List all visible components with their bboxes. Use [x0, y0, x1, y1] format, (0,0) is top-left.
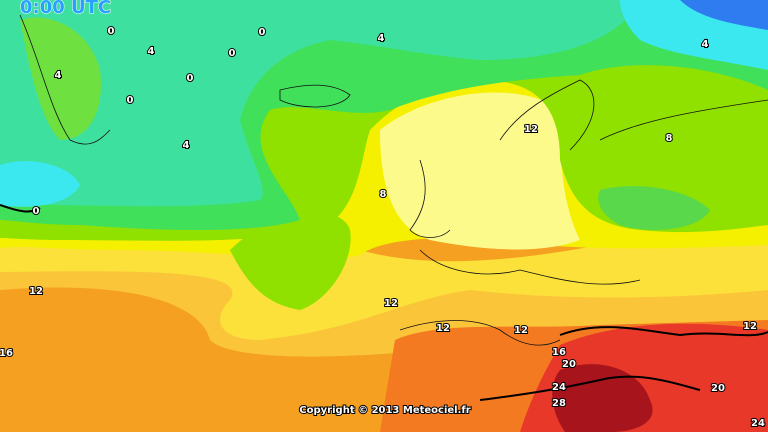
region-green-tongue	[230, 212, 351, 310]
contour-label: 20	[562, 359, 576, 370]
region-green-east	[598, 186, 710, 230]
contour-label: 28	[552, 398, 566, 409]
contour-label: 4	[378, 33, 385, 44]
contour-label: 0	[187, 73, 194, 84]
coastline	[19, 14, 768, 346]
contour-label: 12	[384, 298, 398, 309]
contour-label: 12	[514, 325, 528, 336]
contour-label: 4	[183, 140, 190, 151]
contour-label: 4	[702, 39, 709, 50]
isotherm	[0, 204, 768, 401]
map-time: 0:00 UTC	[20, 0, 111, 18]
region-light-yellow	[380, 92, 580, 250]
contour-label: 0	[229, 48, 236, 59]
contour-label: 16	[0, 348, 13, 359]
region-cyan-west	[0, 161, 80, 207]
region-yellow-orange	[0, 230, 768, 340]
contour-label: 4	[148, 46, 155, 57]
contour-label: 0	[259, 27, 266, 38]
region-blue	[680, 0, 768, 30]
contour-labels: 0 4 0 0 0 4 0 4 0 4 4 12 8 8 12 16 12 12…	[0, 25, 766, 430]
contour-label: 24	[552, 382, 566, 393]
contour-label: 0	[127, 95, 134, 106]
contour-label: 12	[436, 323, 450, 334]
contour-label: 8	[380, 189, 387, 200]
contour-label: 12	[524, 124, 538, 135]
contour-label: 4	[55, 70, 62, 81]
contour-label: 20	[711, 383, 725, 394]
contour-label: 16	[552, 347, 566, 358]
contour-label: 8	[666, 133, 673, 144]
contour-label: 12	[29, 286, 43, 297]
contour-label: 0	[33, 206, 40, 217]
contour-label: 24	[751, 418, 765, 429]
contour-label: 12	[743, 321, 757, 332]
region-dark-red	[552, 364, 653, 432]
credit: Copyright © 2013 Meteociel.fr	[299, 405, 470, 416]
contour-label: 0	[108, 26, 115, 37]
region-greenland-coast	[20, 17, 101, 140]
region-teal	[0, 0, 640, 207]
